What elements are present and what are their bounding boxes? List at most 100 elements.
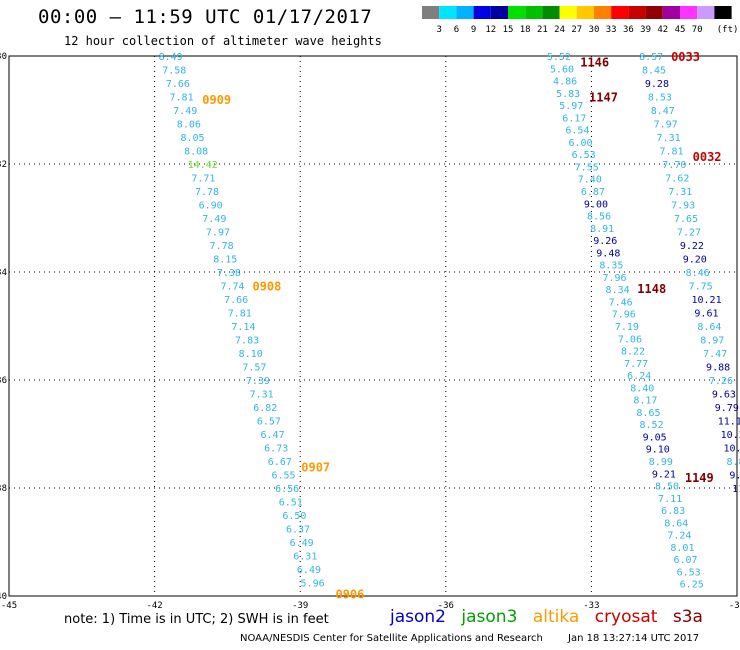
wave-height-value: 6.55 bbox=[271, 471, 295, 482]
wave-height-value: 8.17 bbox=[633, 396, 657, 407]
x-tick-label: -42 bbox=[146, 601, 162, 611]
footer-timestamp: Jan 18 13:27:14 UTC 2017 bbox=[568, 633, 700, 644]
wave-height-value: 7.31 bbox=[250, 390, 274, 401]
wave-height-value: 8.40 bbox=[630, 383, 654, 394]
wave-height-value: 6.37 bbox=[286, 525, 310, 536]
wave-height-value: 6.51 bbox=[279, 498, 303, 509]
wave-height-value: 7.71 bbox=[191, 174, 215, 185]
colorbar-label: 30 bbox=[589, 25, 600, 35]
wave-height-value: 6.49 bbox=[290, 538, 314, 549]
wave-height-value: 7.27 bbox=[677, 228, 701, 239]
wave-height-value: 6.50 bbox=[282, 511, 306, 522]
y-tick-label: -38 bbox=[0, 484, 7, 494]
wave-height-value: 6.00 bbox=[568, 138, 592, 149]
colorbar-swatch bbox=[473, 6, 491, 19]
pass-time-label: 0906 bbox=[335, 587, 364, 601]
colorbar-label: 27 bbox=[571, 25, 582, 35]
wave-height-value: 8.50 bbox=[655, 482, 679, 493]
x-tick-label: -39 bbox=[292, 601, 308, 611]
color-scale-bar: 3 6 9 12 15 18 21 24 27 30 33 36 39 42 45 70 (ft) bbox=[422, 6, 738, 35]
colorbar-swatch bbox=[714, 6, 732, 19]
wave-height-value: 11.17 bbox=[718, 417, 740, 428]
colorbar-label: 3 bbox=[436, 25, 441, 35]
wave-height-value: 8.22 bbox=[621, 347, 645, 358]
colorbar-swatch bbox=[662, 6, 680, 19]
wave-height-value: 8.64 bbox=[697, 322, 721, 333]
pass-time-label: 1148 bbox=[637, 282, 666, 296]
y-tick-label: -32 bbox=[0, 160, 7, 170]
wave-height-value: 9.10 bbox=[646, 445, 670, 456]
wave-height-value: 6.49 bbox=[297, 565, 321, 576]
wave-height-value: 6.17 bbox=[562, 113, 586, 124]
x-tick-label: -30 bbox=[729, 601, 740, 611]
y-tick-label: -40 bbox=[0, 592, 7, 602]
wave-height-value: 8.47 bbox=[651, 106, 675, 117]
wave-height-value: 8.91 bbox=[590, 224, 614, 235]
wave-height-value: 9.20 bbox=[683, 255, 707, 266]
wave-height-value: 7.81 bbox=[659, 147, 683, 158]
satellite-legend: jason2 jason3 altika cryosat s3a bbox=[390, 607, 713, 627]
wave-height-value: 7.26 bbox=[709, 376, 733, 387]
wave-height-value: 6.87 bbox=[581, 187, 605, 198]
wave-height-value: 9.22 bbox=[680, 241, 704, 252]
wave-height-value: 7.97 bbox=[654, 120, 678, 131]
colorbar-swatch bbox=[439, 6, 457, 19]
wave-height-value: 7.46 bbox=[609, 297, 633, 308]
wave-height-value: 7.58 bbox=[162, 66, 186, 77]
wave-height-value: 6.73 bbox=[264, 444, 288, 455]
pass-time-label: 0909 bbox=[202, 93, 231, 107]
colorbar-label: 21 bbox=[537, 25, 548, 35]
wave-height-value: 6.83 bbox=[661, 506, 685, 517]
wave-height-value: 6.07 bbox=[673, 555, 697, 566]
y-tick-label: -36 bbox=[0, 376, 7, 386]
wave-height-value: 8.99 bbox=[649, 457, 673, 468]
wave-height-value: 8.49 bbox=[159, 52, 183, 63]
pass-time-label: 0033 bbox=[671, 50, 700, 64]
wave-height-value: 7.81 bbox=[228, 309, 252, 320]
colorbar-swatch bbox=[645, 6, 663, 19]
wave-height-value: 7.31 bbox=[668, 187, 692, 198]
wave-height-value: 7.39 bbox=[246, 376, 270, 387]
wave-height-value: 9.41 bbox=[729, 471, 740, 482]
colorbar-swatch bbox=[576, 6, 594, 19]
pass-time-label: 1147 bbox=[589, 91, 618, 105]
wave-height-value: 8.06 bbox=[177, 120, 201, 131]
wave-height-value: 8.08 bbox=[184, 147, 208, 158]
colorbar-swatch bbox=[594, 6, 612, 19]
wave-height-value: 7.77 bbox=[624, 359, 648, 370]
wave-height-value: 7.96 bbox=[612, 310, 636, 321]
wave-height-value: 8.35 bbox=[599, 261, 623, 272]
colorbar-swatch bbox=[508, 6, 526, 19]
colorbar-label: 45 bbox=[675, 25, 686, 35]
colorbar-label: 9 bbox=[471, 25, 476, 35]
colorbar-label: 6 bbox=[454, 25, 459, 35]
wave-height-value: 4.86 bbox=[553, 77, 577, 88]
wave-height-value: 11.58 bbox=[732, 484, 740, 495]
wave-height-value: 6.57 bbox=[257, 417, 281, 428]
wave-height-value: 14.42 bbox=[188, 160, 218, 171]
wave-height-value: 7.31 bbox=[657, 133, 681, 144]
wave-height-value: 5.60 bbox=[550, 64, 574, 75]
wave-height-value: 8.01 bbox=[670, 543, 694, 554]
wave-height-value: 5.96 bbox=[301, 579, 325, 590]
legend-s3a: s3a bbox=[672, 607, 703, 627]
wave-height-value: 6.56 bbox=[275, 484, 299, 495]
wave-height-value: 8.57 bbox=[639, 52, 663, 63]
x-tick-label: -36 bbox=[438, 601, 454, 611]
wave-height-value: 6.25 bbox=[680, 580, 704, 591]
wave-height-value: 7.47 bbox=[703, 349, 727, 360]
wave-height-value: 10.34 bbox=[721, 430, 740, 441]
wave-height-value: 8.52 bbox=[640, 420, 664, 431]
colorbar-label: 12 bbox=[485, 25, 496, 35]
colorbar-label: 33 bbox=[606, 25, 617, 35]
wave-height-value: 8.89 bbox=[726, 457, 740, 468]
wave-height-value: 6.67 bbox=[268, 457, 292, 468]
colorbar-label: 36 bbox=[623, 25, 634, 35]
wave-height-value: 5.52 bbox=[547, 52, 571, 63]
wave-height-value: 7.57 bbox=[242, 363, 266, 374]
wave-height-value: 7.49 bbox=[173, 106, 197, 117]
wave-height-value: 8.15 bbox=[213, 255, 237, 266]
legend-altika: altika bbox=[532, 607, 580, 627]
x-tick-label: -45 bbox=[1, 601, 17, 611]
